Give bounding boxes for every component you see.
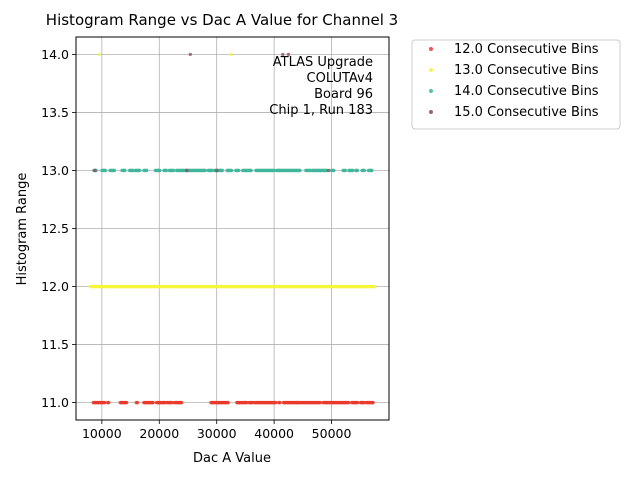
data-point bbox=[355, 400, 360, 405]
data-point bbox=[229, 168, 234, 173]
x-tick-label: 40000 bbox=[254, 426, 294, 441]
legend-label: 14.0 Consecutive Bins bbox=[454, 84, 599, 99]
legend-label: 15.0 Consecutive Bins bbox=[454, 105, 599, 120]
y-tick-label: 12.5 bbox=[41, 221, 69, 236]
data-point bbox=[185, 168, 189, 173]
data-point bbox=[274, 400, 278, 405]
data-point bbox=[298, 168, 302, 173]
data-point bbox=[343, 168, 348, 173]
x-axis-label: Dac A Value bbox=[193, 451, 271, 466]
data-point bbox=[355, 168, 360, 173]
chart-title: Histogram Range vs Dac A Value for Chann… bbox=[46, 11, 398, 29]
data-point bbox=[371, 400, 375, 405]
data-point bbox=[286, 52, 291, 57]
annotation-line-1: ATLAS Upgrade bbox=[273, 55, 373, 70]
series-2 bbox=[92, 168, 374, 173]
data-point bbox=[347, 400, 351, 405]
legend-frame bbox=[411, 39, 621, 130]
legend-marker bbox=[429, 110, 433, 114]
series-0 bbox=[91, 400, 375, 405]
data-point bbox=[229, 52, 233, 57]
data-point bbox=[332, 168, 336, 173]
data-point bbox=[103, 168, 107, 173]
data-point bbox=[158, 168, 162, 173]
y-tick-label: 11.5 bbox=[41, 337, 69, 352]
data-point bbox=[112, 168, 117, 173]
legend: 12.0 Consecutive Bins 13.0 Consecutive Bi… bbox=[411, 39, 621, 130]
legend-label: 12.0 Consecutive Bins bbox=[454, 42, 599, 57]
annotation-line-2: COLUTAv4 bbox=[307, 71, 373, 86]
x-tick-label: 20000 bbox=[139, 426, 179, 441]
y-tick-label: 13.0 bbox=[41, 163, 69, 178]
data-point bbox=[135, 400, 140, 405]
data-point bbox=[351, 168, 355, 173]
data-point bbox=[226, 400, 230, 405]
data-point bbox=[372, 284, 377, 289]
legend-marker bbox=[429, 89, 433, 93]
data-point bbox=[123, 168, 127, 173]
data-point bbox=[97, 52, 101, 57]
data-point bbox=[179, 400, 184, 405]
data-point bbox=[93, 168, 97, 173]
data-point bbox=[278, 400, 282, 405]
data-point bbox=[138, 168, 142, 173]
data-point bbox=[281, 52, 285, 57]
y-tick-label: 11.0 bbox=[41, 395, 69, 410]
data-point bbox=[249, 168, 253, 173]
data-point bbox=[171, 168, 176, 173]
x-tick-label: 10000 bbox=[82, 426, 122, 441]
legend-marker bbox=[429, 68, 433, 72]
data-point bbox=[144, 168, 149, 173]
series-1 bbox=[88, 52, 377, 289]
y-axis-label: Histogram Range bbox=[15, 173, 30, 286]
data-point bbox=[124, 400, 129, 405]
annotation-line-3: Board 96 bbox=[314, 87, 373, 102]
data-point bbox=[164, 168, 168, 173]
data-point bbox=[203, 168, 207, 173]
annotation-box: ATLAS Upgrade COLUTAv4 Board 96 Chip 1, … bbox=[269, 55, 373, 118]
data-point bbox=[103, 400, 107, 405]
annotation-line-4: Chip 1, Run 183 bbox=[269, 103, 373, 118]
series-3 bbox=[93, 52, 331, 173]
data-point bbox=[107, 400, 111, 405]
y-tick-label: 13.5 bbox=[41, 105, 69, 120]
legend-marker bbox=[429, 47, 433, 51]
data-point bbox=[151, 400, 155, 405]
data-point bbox=[220, 168, 225, 173]
data-point bbox=[215, 168, 219, 173]
y-tick-label: 14.0 bbox=[41, 47, 69, 62]
data-point bbox=[236, 168, 241, 173]
y-tick-label: 12.0 bbox=[41, 279, 69, 294]
data-point bbox=[318, 400, 322, 405]
data-point bbox=[362, 168, 367, 173]
axis-ticks: 10000 20000 30000 40000 50000 11.0 11.5 12.0 12.… bbox=[41, 47, 351, 441]
data-points bbox=[88, 52, 377, 405]
data-point bbox=[326, 168, 331, 173]
legend-label: 13.0 Consecutive Bins bbox=[454, 63, 599, 78]
data-point bbox=[188, 52, 192, 57]
x-tick-label: 30000 bbox=[197, 426, 237, 441]
data-point bbox=[370, 168, 374, 173]
x-tick-label: 50000 bbox=[312, 426, 352, 441]
